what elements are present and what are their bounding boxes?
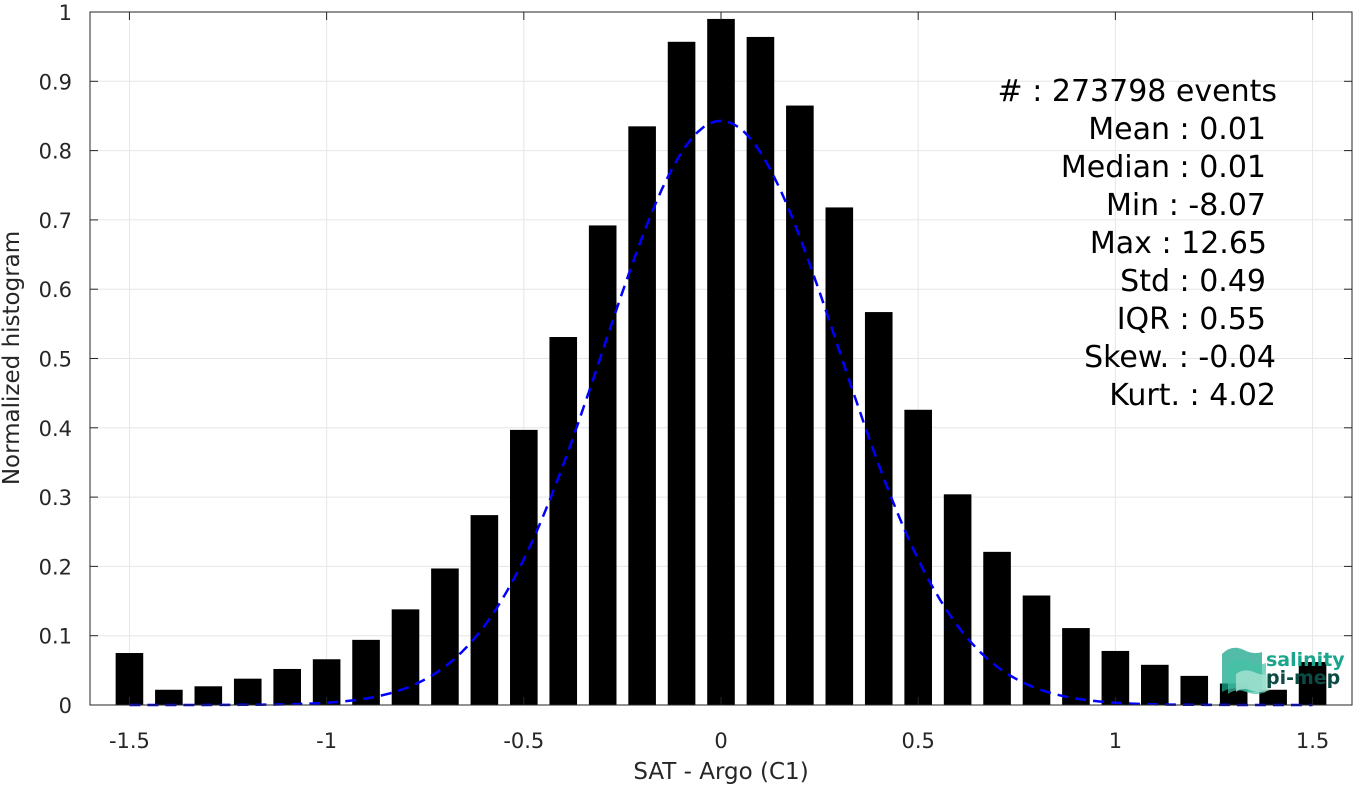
- histogram-bar-15: [707, 18, 735, 706]
- histogram-bar-6: [352, 639, 380, 705]
- y-axis-title: Normalized histogram: [0, 231, 25, 485]
- histogram-bar-10: [510, 429, 538, 705]
- histogram-bar-24: [1062, 628, 1090, 705]
- y-tick-label-6: 0.6: [39, 278, 72, 302]
- histogram-bar-11: [549, 337, 578, 705]
- histogram-bar-20: [904, 409, 932, 705]
- histogram-bar-2: [194, 686, 223, 705]
- x-tick-label-5: 1: [1109, 729, 1122, 753]
- x-tick-label-6: 1.5: [1296, 729, 1329, 753]
- histogram-bar-13: [628, 126, 656, 706]
- x-axis-title: SAT - Argo (C1): [633, 759, 808, 785]
- axes: [89, 11, 1353, 706]
- histogram-bar-7: [391, 609, 420, 705]
- histogram-bar-9: [470, 515, 499, 705]
- y-tick-label-4: 0.4: [39, 417, 72, 441]
- y-tick-label-1: 0.1: [39, 625, 72, 649]
- x-tick-label-2: -0.5: [503, 729, 544, 753]
- x-tick-label-3: 0: [714, 729, 727, 753]
- y-tick-label-5: 0.5: [39, 348, 72, 372]
- histogram-bar-29: [1259, 689, 1287, 705]
- histogram-bar-8: [431, 568, 459, 705]
- x-tick-label-0: -1.5: [109, 729, 150, 753]
- histogram-bar-22: [983, 551, 1011, 705]
- histogram-bar-17: [786, 105, 814, 706]
- logo-wave-icon: [1222, 647, 1270, 694]
- histogram-bar-14: [667, 41, 696, 705]
- stat-line-7: Skew. : -0.04: [1084, 340, 1276, 375]
- histogram-bar-12: [588, 225, 617, 705]
- y-tick-label-2: 0.2: [39, 555, 72, 579]
- histogram-bar-16: [746, 36, 775, 705]
- histogram-bar-23: [1022, 595, 1051, 705]
- x-tick-label-1: -1: [316, 729, 337, 753]
- y-tick-label-8: 0.8: [39, 140, 72, 164]
- histogram-bar-26: [1141, 664, 1169, 705]
- logo-line1: salinity: [1266, 649, 1345, 671]
- y-tick-label-0: 0: [59, 694, 72, 718]
- logo-line2: pi-mep: [1266, 667, 1340, 689]
- histogram-bar-21: [943, 494, 972, 705]
- salinity-pi-mep-logo: salinity pi-mep: [1222, 647, 1345, 694]
- histogram-bar-19: [864, 312, 893, 705]
- histogram-bar-3: [233, 678, 262, 705]
- y-tick-label-10: 1: [59, 1, 72, 25]
- stat-line-0: # : 273798 events: [998, 74, 1277, 109]
- stat-line-2: Median : 0.01: [1061, 150, 1266, 185]
- histogram-bar-18: [825, 207, 854, 705]
- stat-line-3: Min : -8.07: [1106, 188, 1266, 223]
- stat-line-1: Mean : 0.01: [1088, 112, 1266, 147]
- histogram-bar-25: [1101, 650, 1130, 705]
- y-tick-label-9: 0.9: [39, 70, 72, 94]
- y-tick-label-3: 0.3: [39, 486, 72, 510]
- stat-line-8: Kurt. : 4.02: [1109, 378, 1276, 413]
- stat-line-4: Max : 12.65: [1090, 226, 1267, 261]
- histogram-bar-27: [1180, 675, 1209, 705]
- stat-line-6: IQR : 0.55: [1117, 302, 1266, 337]
- histogram-bars: [115, 18, 1327, 706]
- x-tick-label-4: 0.5: [901, 729, 934, 753]
- histogram-bar-4: [273, 668, 301, 705]
- histogram-bar-0: [115, 653, 144, 705]
- y-tick-label-7: 0.7: [39, 209, 72, 233]
- stat-line-5: Std : 0.49: [1120, 264, 1266, 299]
- tick-labels: -1.5 -1 -0.5 0 0.5 1 1.5 0 0.1 0.2 0.3 0.4 0.5 0.6 0.7…: [39, 1, 1330, 753]
- histogram-bar-1: [155, 689, 183, 705]
